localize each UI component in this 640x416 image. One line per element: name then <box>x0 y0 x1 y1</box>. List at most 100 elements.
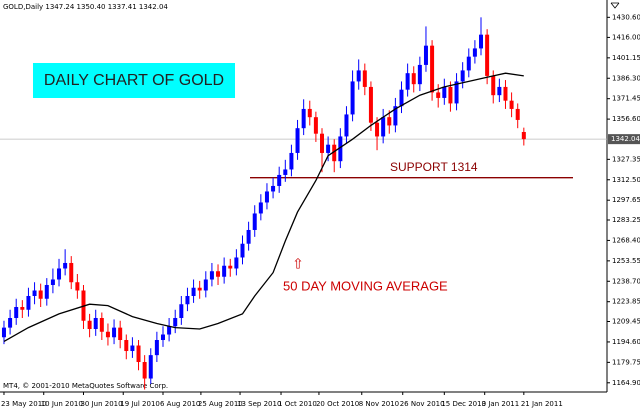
candle-body <box>356 70 361 82</box>
x-tick-label: 23 May 2010 <box>1 400 47 408</box>
candle-body <box>99 318 104 332</box>
candle-body <box>503 86 508 101</box>
candle-body <box>20 306 25 310</box>
x-tick-label: 15 Dec 2010 <box>441 400 486 408</box>
y-tick-label: 1238.70 <box>612 277 640 285</box>
candle-body <box>362 70 367 87</box>
x-tick-label: 30 Jun 2010 <box>80 400 122 408</box>
candle-body <box>405 73 410 90</box>
y-tick-label: 1179.75 <box>612 358 640 366</box>
y-tick-label: 1386.30 <box>612 74 640 82</box>
candle-body <box>246 229 251 244</box>
y-tick-label: 1312.50 <box>612 176 640 184</box>
candle-body <box>466 56 471 71</box>
x-tick-label: 25 Aug 2010 <box>198 400 243 408</box>
y-tick-label: 1283.25 <box>612 216 640 224</box>
chart-title: DAILY CHART OF GOLD <box>44 72 224 89</box>
candle-body <box>105 331 110 338</box>
y-tick-label: 1209.45 <box>612 318 640 326</box>
support-label: SUPPORT 1314 <box>390 160 478 174</box>
candle-body <box>234 257 239 269</box>
candle-body <box>454 81 459 104</box>
candle-body <box>179 304 184 319</box>
candle-body <box>173 318 178 327</box>
candle-body <box>301 108 306 129</box>
chart-header: GOLD,Daily 1347.24 1350.40 1337.41 1342.… <box>3 3 168 11</box>
y-tick-label: 1164.90 <box>612 379 640 387</box>
candle-body <box>283 169 288 175</box>
y-tick-label: 1416.00 <box>612 33 640 41</box>
last-price-box <box>608 134 640 145</box>
candle-body <box>350 81 355 115</box>
title-box <box>33 63 235 98</box>
candle-body <box>63 262 68 269</box>
candle-body <box>399 89 404 107</box>
candle-body <box>295 128 300 153</box>
candle-body <box>509 100 514 109</box>
candle-body <box>442 86 447 98</box>
y-tick-label: 1194.60 <box>612 338 640 346</box>
candle-body <box>368 86 373 123</box>
candle-body <box>436 92 441 98</box>
y-tick-label: 1401.15 <box>612 54 640 62</box>
candle-body <box>423 45 428 65</box>
candle-body <box>497 86 502 96</box>
candle-body <box>222 265 227 277</box>
candle-body <box>124 340 129 352</box>
x-tick-label: 3 Jan 2011 <box>482 400 520 408</box>
candle-body <box>448 86 453 104</box>
candle-body <box>320 133 325 153</box>
candle-body <box>515 108 520 120</box>
y-tick-label: 1297.65 <box>612 196 640 204</box>
y-tick-label: 1327.35 <box>612 155 640 163</box>
candle-body <box>411 73 416 85</box>
candle-body <box>142 362 147 379</box>
y-tick-label: 1268.40 <box>612 236 640 244</box>
candle-body <box>326 144 331 153</box>
candle-body <box>252 213 257 230</box>
candle-body <box>93 318 98 330</box>
candle-body <box>148 355 153 379</box>
last-price-label: 1342.04 <box>611 135 640 143</box>
y-tick-label: 1430.60 <box>612 13 640 21</box>
candle-body <box>479 34 484 49</box>
candle-body <box>491 75 496 96</box>
y-tick-label: 1356.60 <box>612 115 640 123</box>
candle-body <box>375 122 380 137</box>
candle-body <box>26 295 31 310</box>
y-tick-label: 1223.85 <box>612 298 640 306</box>
candle-body <box>160 334 165 341</box>
x-tick-label: 10 Jun 2010 <box>41 400 83 408</box>
candle-body <box>32 290 37 296</box>
candle-body <box>38 290 43 299</box>
candle-body <box>154 340 159 356</box>
candle-body <box>136 345 141 363</box>
candle-body <box>271 185 276 192</box>
candle-body <box>387 117 392 126</box>
x-tick-label: 8 Nov 2010 <box>359 400 399 408</box>
candle-body <box>118 327 123 341</box>
candle-body <box>87 320 92 330</box>
candle-body <box>430 45 435 93</box>
candle-body <box>209 271 214 280</box>
y-tick-label: 1253.55 <box>612 257 640 265</box>
candle-body <box>485 34 490 76</box>
candle-body <box>228 265 233 269</box>
moving-average-label: 50 DAY MOVING AVERAGE <box>283 278 448 293</box>
x-tick-label: 1 Oct 2010 <box>278 400 317 408</box>
candle-body <box>289 152 294 170</box>
candle-body <box>313 117 318 134</box>
candle-body <box>50 279 55 285</box>
x-tick-label: 20 Oct 2010 <box>316 400 359 408</box>
candle-body <box>472 48 477 57</box>
candle-body <box>417 64 422 85</box>
chart-icon <box>610 2 620 9</box>
candle-body <box>338 136 343 162</box>
x-tick-label: 13 Sep 2010 <box>237 400 281 408</box>
candle-body <box>8 318 13 328</box>
moving-average-line <box>3 72 524 342</box>
candle-body <box>197 287 202 291</box>
x-tick-label: 21 Jan 2011 <box>521 400 563 408</box>
